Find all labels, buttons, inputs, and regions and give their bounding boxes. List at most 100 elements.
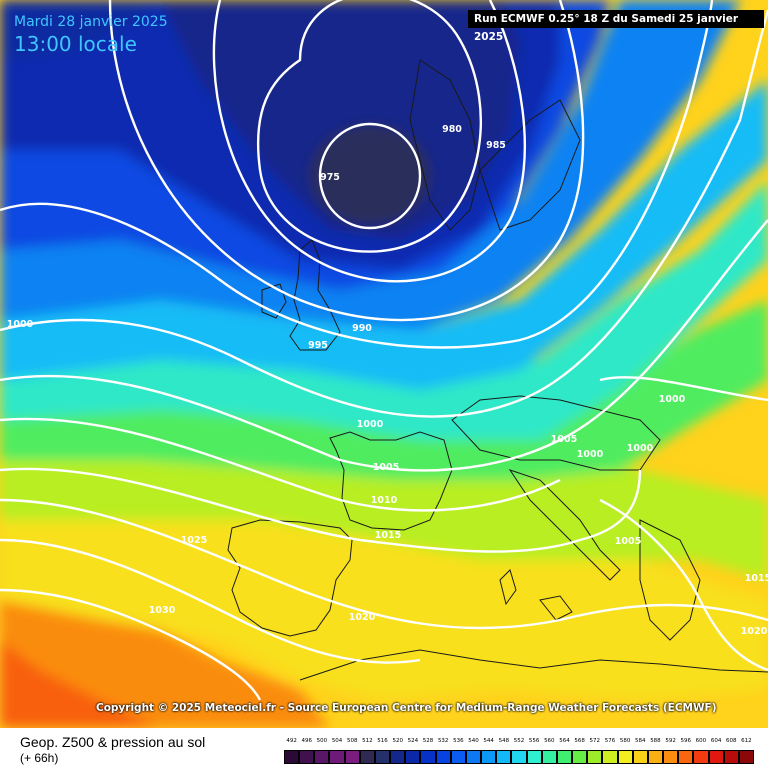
isobar-975 xyxy=(318,122,422,230)
scale-label: 608 xyxy=(726,738,737,744)
label-1020: 1020 xyxy=(349,612,376,623)
scale-swatch xyxy=(344,750,360,764)
label-1015-east: 1015 xyxy=(745,573,768,584)
label-990: 990 xyxy=(352,323,372,334)
scale-swatch xyxy=(314,750,330,764)
scale-label: 568 xyxy=(574,738,585,744)
scale-swatch xyxy=(617,750,633,764)
label-1020-east: 1020 xyxy=(741,626,768,637)
scale-swatch xyxy=(359,750,375,764)
scale-swatch xyxy=(481,750,497,764)
scale-label: 524 xyxy=(407,738,419,744)
scale-label: 592 xyxy=(665,738,676,744)
scale-swatch xyxy=(420,750,436,764)
legend-title: Geop. Z500 & pression au sol xyxy=(20,734,206,750)
scale-label: 604 xyxy=(710,738,722,744)
forecast-time: 13:00 locale xyxy=(14,32,137,56)
scale-label: 496 xyxy=(301,738,312,744)
isobar-980 xyxy=(256,0,482,253)
scale-swatch xyxy=(284,750,300,764)
scale-label: 536 xyxy=(453,738,464,744)
label-1000-east: 1000 xyxy=(659,394,686,405)
label-1005: 1005 xyxy=(373,462,399,473)
isobar-labels: 975 980 985 990 995 1000 1000 1000 1000 … xyxy=(7,124,768,637)
label-1025: 1025 xyxy=(181,535,207,546)
weather-map: 975 980 985 990 995 1000 1000 1000 1000 … xyxy=(0,0,768,728)
isobar-1030 xyxy=(0,588,262,701)
scale-swatch xyxy=(299,750,315,764)
scale-label: 520 xyxy=(392,738,403,744)
scale-swatch xyxy=(708,750,724,764)
scale-swatch xyxy=(693,750,709,764)
scale-label: 612 xyxy=(741,738,752,744)
legend-subtitle: (+ 66h) xyxy=(20,751,59,765)
scale-label: 544 xyxy=(483,738,494,744)
geopotential-field xyxy=(0,0,768,728)
label-1000-center: 1000 xyxy=(357,419,384,430)
color-scale: 492 496 500 504 508 512 516 520 524 528 532 536 540 5… xyxy=(284,738,754,766)
scale-swatch xyxy=(647,750,664,764)
label-1000-hungary: 1000 xyxy=(627,443,654,454)
isobar-1025 xyxy=(0,538,421,664)
scale-label: 572 xyxy=(589,738,601,744)
scale-swatch xyxy=(526,750,542,764)
scale-label: 508 xyxy=(346,738,358,744)
scale-label: 580 xyxy=(619,738,631,744)
scale-swatch xyxy=(374,750,391,764)
scale-label: 516 xyxy=(377,738,388,744)
scale-swatch xyxy=(435,750,451,764)
copyright-notice: Copyright © 2025 Meteociel.fr - Source E… xyxy=(96,702,717,714)
scale-swatch xyxy=(541,750,557,764)
label-1000-west: 1000 xyxy=(7,319,34,330)
isobar-1005 xyxy=(0,219,768,472)
scale-swatch xyxy=(465,750,482,764)
forecast-date: Mardi 28 janvier 2025 xyxy=(14,14,168,30)
isobars xyxy=(0,0,768,701)
scale-swatch xyxy=(663,750,679,764)
scale-label: 600 xyxy=(695,738,707,744)
scale-label: 528 xyxy=(422,738,434,744)
scale-swatch xyxy=(511,750,527,764)
scale-label: 552 xyxy=(513,738,525,744)
scale-swatch xyxy=(587,750,603,764)
isobar-1015 xyxy=(0,467,642,553)
scale-label: 584 xyxy=(635,738,646,744)
label-1005-balkans: 1005 xyxy=(615,536,641,547)
scale-label: 560 xyxy=(544,738,555,744)
scale-swatch xyxy=(738,750,754,764)
scale-label: 588 xyxy=(650,738,661,744)
label-995: 995 xyxy=(308,340,328,351)
scale-swatch xyxy=(556,750,573,764)
isobar-1005-east xyxy=(599,498,768,672)
isobar-990 xyxy=(108,0,585,322)
label-975: 975 xyxy=(320,172,340,183)
scale-label: 540 xyxy=(468,738,479,744)
isobar-1000 xyxy=(0,9,768,418)
label-1005-alps: 1005 xyxy=(551,434,577,445)
isobar-995 xyxy=(0,0,714,349)
scale-swatch xyxy=(678,750,694,764)
label-980: 980 xyxy=(442,124,462,135)
scale-swatch xyxy=(329,750,345,764)
scale-swatch xyxy=(723,750,739,764)
label-1015: 1015 xyxy=(375,530,401,541)
isobar-1010 xyxy=(0,417,561,512)
run-info: Run ECMWF 0.25° 18 Z du Samedi 25 janvie… xyxy=(468,10,764,43)
scale-label: 596 xyxy=(680,738,692,744)
label-1030: 1030 xyxy=(149,605,176,616)
scale-swatch xyxy=(496,750,512,764)
isobar-1020 xyxy=(0,498,768,630)
isobar-1000-east xyxy=(599,376,768,402)
scale-label: 532 xyxy=(437,738,449,744)
label-985: 985 xyxy=(486,140,506,151)
scale-label: 564 xyxy=(559,738,570,744)
scale-swatch xyxy=(390,750,406,764)
scale-swatch xyxy=(632,750,648,764)
scale-label: 504 xyxy=(331,738,343,744)
label-1010: 1010 xyxy=(371,495,398,506)
label-1000-alps: 1000 xyxy=(577,449,604,460)
scale-label: 576 xyxy=(604,738,616,744)
scale-label: 492 xyxy=(286,738,297,744)
scale-swatch xyxy=(450,750,466,764)
scale-label: 500 xyxy=(316,738,328,744)
